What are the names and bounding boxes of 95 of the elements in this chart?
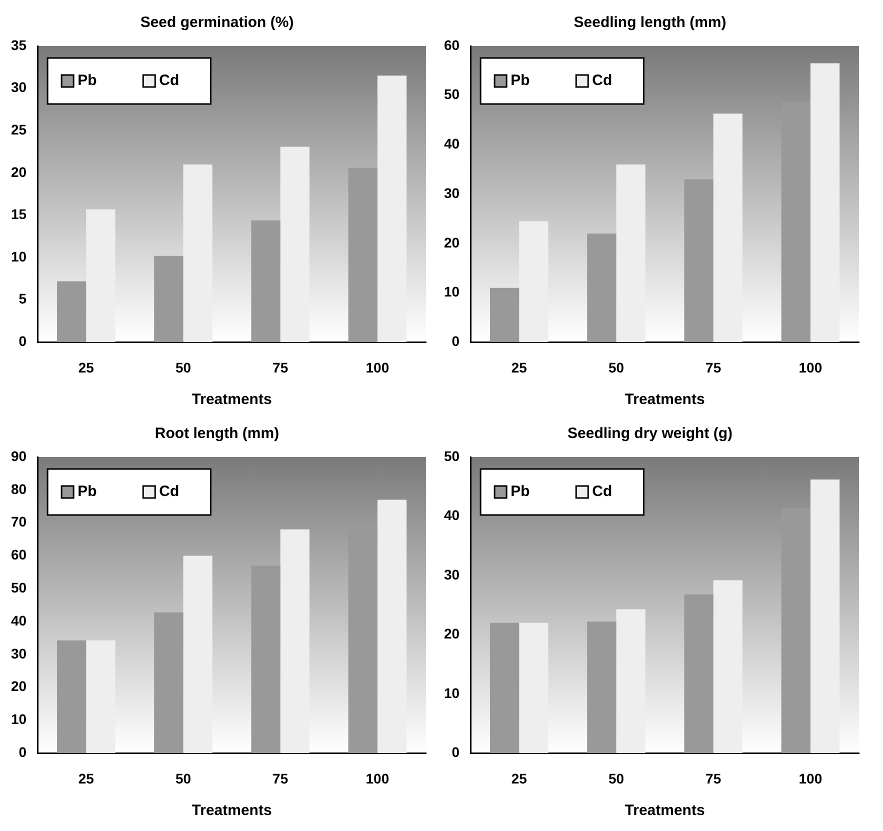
bar (713, 580, 742, 754)
bar (56, 640, 86, 754)
x-tick-label: 25 (511, 359, 528, 376)
y-tick-label: 10 (444, 684, 460, 701)
bar (587, 622, 616, 754)
bar (154, 612, 184, 754)
bar (280, 529, 310, 754)
x-tick-label: 75 (272, 770, 288, 786)
x-tick-label: 75 (706, 359, 722, 376)
bar (280, 146, 310, 342)
bar (490, 622, 520, 754)
x-axis-title: Treatments (624, 802, 705, 820)
y-tick-label: 30 (444, 566, 460, 582)
bar (616, 164, 646, 342)
bar (86, 640, 116, 754)
y-tick-label: 15 (10, 206, 27, 222)
y-tick-label: 50 (444, 86, 460, 102)
bar (616, 609, 646, 754)
bar (86, 209, 116, 342)
y-tick-label: 0 (18, 333, 27, 350)
y-tick-label: 60 (10, 546, 27, 563)
bar (810, 63, 840, 342)
x-tick-label: 100 (798, 359, 822, 376)
x-tick-label: 50 (608, 770, 624, 786)
y-tick-label: 30 (10, 79, 27, 96)
chart-title: Root length (mm) (154, 425, 280, 442)
bar (713, 114, 742, 342)
x-tick-label: 75 (272, 359, 288, 376)
y-tick-label: 60 (444, 36, 460, 53)
legend-label: Pb (78, 72, 97, 90)
x-axis-title: Treatments (192, 391, 272, 408)
legend-label: Cd (159, 483, 180, 500)
legend-label: Pb (510, 72, 530, 90)
y-tick-label: 0 (18, 744, 27, 760)
y-tick-label: 80 (10, 480, 27, 497)
y-tick-label: 50 (10, 580, 27, 596)
x-tick-label: 25 (511, 770, 528, 786)
bar (377, 76, 407, 342)
y-tick-label: 25 (10, 121, 27, 138)
bar (348, 168, 378, 342)
y-tick-label: 90 (10, 448, 27, 464)
y-tick-label: 40 (10, 612, 27, 628)
chart-title: Seedling dry weight (g) (567, 425, 733, 442)
bar (781, 102, 810, 342)
bar (490, 288, 520, 342)
bar (519, 622, 548, 754)
x-axis-title: Treatments (192, 802, 272, 820)
y-tick-label: 30 (444, 184, 460, 201)
x-axis-title: Treatments (624, 391, 705, 408)
legend-label: Pb (510, 483, 530, 500)
y-tick-label: 40 (444, 507, 460, 524)
y-tick-label: 10 (10, 248, 27, 264)
bar (251, 220, 280, 342)
chart-title: Seedling length (mm) (574, 14, 726, 32)
bar (348, 527, 378, 754)
bar (587, 234, 616, 342)
y-tick-label: 30 (10, 645, 27, 662)
y-tick-label: 0 (452, 333, 460, 350)
bar (684, 179, 714, 342)
chart-title: Seed germination (%) (140, 14, 294, 32)
bar (781, 508, 810, 754)
bar (519, 221, 548, 342)
y-tick-label: 20 (10, 164, 27, 180)
y-tick-label: 20 (444, 234, 460, 250)
bar (183, 164, 212, 342)
legend-label: Pb (78, 483, 97, 500)
bar (56, 281, 86, 342)
y-tick-label: 0 (452, 744, 460, 760)
x-tick-label: 100 (798, 770, 822, 786)
y-tick-label: 40 (444, 136, 460, 152)
x-tick-label: 25 (78, 770, 94, 786)
bar (251, 566, 280, 754)
x-tick-label: 25 (78, 359, 94, 376)
x-tick-label: 100 (366, 770, 390, 786)
y-tick-label: 50 (444, 448, 460, 464)
y-tick-label: 35 (10, 36, 27, 53)
x-tick-label: 100 (366, 359, 390, 376)
legend-label: Cd (592, 72, 612, 90)
y-tick-label: 5 (18, 290, 27, 307)
x-tick-label: 50 (608, 359, 624, 376)
y-tick-label: 10 (10, 711, 27, 728)
y-tick-label: 10 (444, 284, 460, 300)
y-tick-label: 20 (10, 678, 27, 694)
bar (684, 594, 714, 754)
bar (183, 556, 212, 754)
y-tick-label: 70 (10, 514, 27, 530)
x-tick-label: 75 (706, 770, 722, 786)
bar (154, 256, 184, 342)
x-tick-label: 50 (175, 359, 192, 376)
legend-label: Cd (159, 72, 180, 90)
bar (377, 500, 407, 754)
y-tick-label: 20 (444, 626, 460, 642)
bar (810, 480, 840, 754)
x-tick-label: 50 (175, 770, 192, 786)
legend-label: Cd (592, 483, 612, 500)
